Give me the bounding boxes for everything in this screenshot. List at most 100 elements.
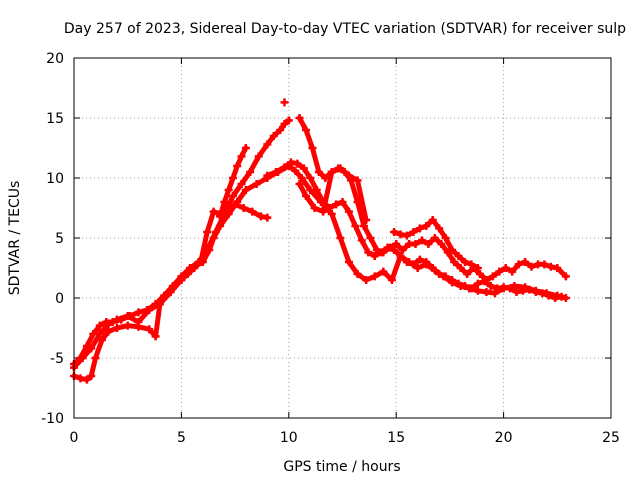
data-point [246,168,255,176]
data-point [377,248,386,257]
data-point [308,144,317,152]
data-point [224,186,233,194]
data-point [521,258,530,266]
x-tick-label: 15 [387,430,405,446]
y-tick-label: 0 [55,291,64,307]
data-point [336,164,345,173]
data-point [209,234,218,242]
data-point [435,224,444,233]
data-point [299,164,308,173]
data-point [276,126,285,134]
data-point [495,267,504,276]
data-point [151,332,160,341]
data-point [463,270,472,278]
data-point [134,308,143,317]
data-point [233,162,242,170]
data-point [263,140,272,149]
data-point [473,264,482,272]
data-point [145,325,154,334]
x-tick-label: 25 [602,430,620,446]
y-tick-label: 15 [46,111,64,127]
data-point [454,279,463,288]
data-point [228,174,237,182]
data-point [482,288,491,296]
y-tick-label: 5 [55,231,64,247]
x-tick-label: 20 [495,430,513,446]
x-tick-label: 10 [280,430,298,446]
series-track-e [295,114,570,284]
data-point [252,180,261,188]
data-point [379,267,388,276]
series-line [264,159,565,301]
data-point [104,327,113,336]
data-point [437,240,446,248]
data-point [480,277,489,286]
data-point [87,344,96,353]
data-point [390,228,399,236]
data-point [422,258,431,266]
data-point [82,375,91,384]
axis-ticks: 0 5 10 15 20 25 -10 -5 0 5 10 15 20 [41,51,620,446]
x-axis-label: GPS time / hours [283,459,400,475]
data-point [441,234,450,242]
data-point [295,180,304,188]
x-tick-label: 0 [70,430,79,446]
data-point [228,192,237,200]
data-point [198,258,207,266]
data-point [402,231,411,240]
data-point [284,116,293,125]
data-point [409,228,418,236]
data-series [70,98,570,384]
data-point [155,300,164,308]
data-point [216,222,225,230]
data-point [82,342,91,350]
data-point [441,272,450,281]
data-point [344,258,353,266]
chart-title: Day 257 of 2023, Sidereal Day-to-day VTE… [64,21,626,37]
data-point [237,180,246,188]
data-point [362,276,371,284]
data-point [145,306,154,314]
data-point [557,292,566,301]
y-axis-label: SDTVAR / TECUs [7,181,23,296]
data-point [357,236,366,245]
series-track-d [216,144,250,221]
data-point [203,228,212,236]
data-point [351,222,360,230]
data-point [97,336,106,344]
data-point [415,224,424,233]
data-point [506,284,515,293]
data-point [553,264,562,272]
data-point [280,120,289,128]
data-point [327,168,336,176]
data-point [325,204,334,212]
data-point [424,240,433,248]
data-point [544,291,553,300]
data-point [280,163,289,172]
y-tick-label: -5 [50,351,64,367]
data-point [338,198,347,206]
data-point [209,207,218,216]
data-point [224,210,233,218]
data-point [475,270,484,278]
data-point [370,272,379,281]
data-point [383,243,392,252]
data-point [448,246,457,254]
y-tick-label: 20 [46,51,64,67]
data-point [327,210,336,218]
data-point [460,258,469,266]
data-point [87,372,96,380]
data-point [486,282,495,290]
data-point [527,262,536,271]
data-point [336,234,345,242]
data-point [280,98,289,107]
data-point [233,198,242,206]
data-point [387,276,396,284]
series-track-h [295,164,371,224]
data-point [411,240,420,248]
data-point [78,354,87,362]
data-point [561,272,570,281]
data-point [220,198,229,206]
data-point [312,186,321,194]
x-tick-label: 5 [177,430,186,446]
